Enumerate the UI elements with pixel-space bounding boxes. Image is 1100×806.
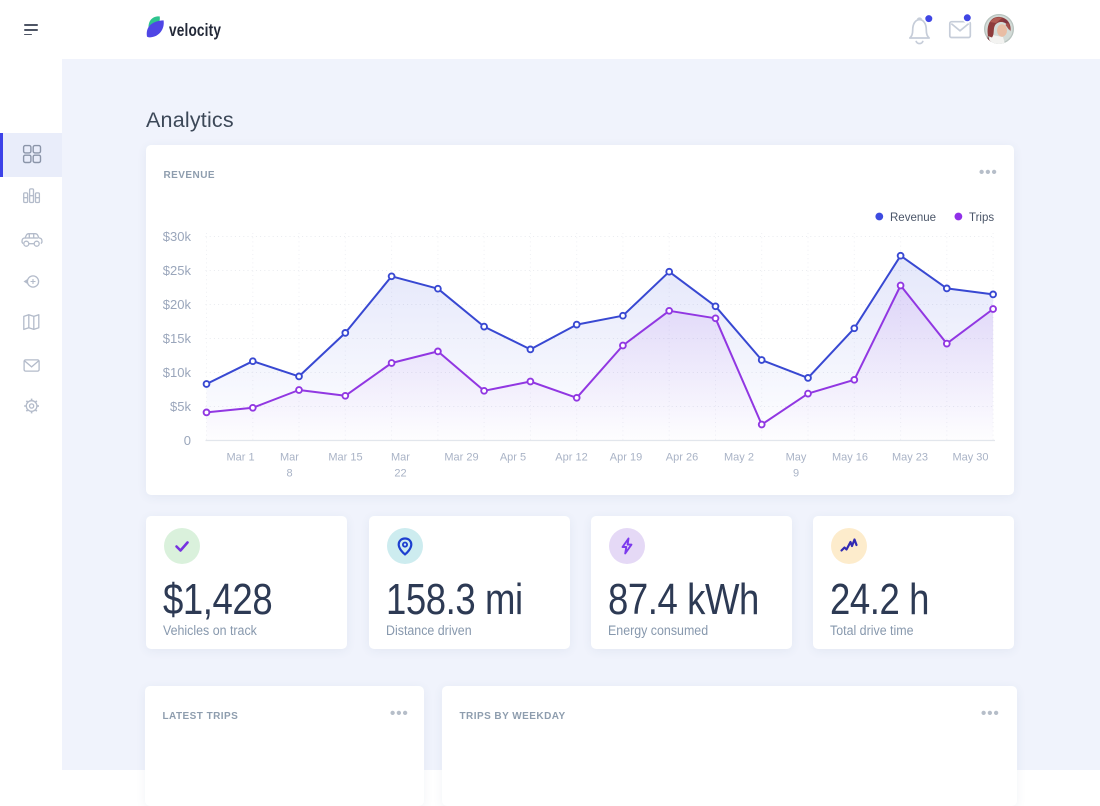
svg-text:Mar: Mar [391,451,410,463]
svg-text:9: 9 [793,467,799,479]
svg-text:Mar 29: Mar 29 [444,451,478,463]
svg-text:$20k: $20k [163,297,192,312]
svg-text:$10k: $10k [163,365,192,380]
svg-text:Mar 1: Mar 1 [226,451,254,463]
svg-text:May 2: May 2 [724,451,754,463]
svg-text:Mar: Mar [280,451,299,463]
svg-text:Apr 12: Apr 12 [555,451,587,463]
svg-text:22: 22 [394,467,406,479]
svg-text:$25k: $25k [163,263,192,278]
svg-text:Apr 26: Apr 26 [666,451,698,463]
svg-text:$30k: $30k [163,229,192,244]
svg-text:Mar 15: Mar 15 [328,451,362,463]
svg-text:May 16: May 16 [832,451,868,463]
svg-text:Revenue: Revenue [890,212,936,224]
svg-text:$5k: $5k [170,399,191,414]
svg-text:May 30: May 30 [952,451,988,463]
svg-text:Trips: Trips [969,212,994,224]
svg-text:May 23: May 23 [892,451,928,463]
svg-text:Apr 19: Apr 19 [610,451,642,463]
svg-text:8: 8 [286,467,292,479]
svg-text:$15k: $15k [163,331,192,346]
svg-text:0: 0 [184,433,191,448]
svg-text:Apr 5: Apr 5 [500,451,526,463]
svg-text:May: May [786,451,807,463]
